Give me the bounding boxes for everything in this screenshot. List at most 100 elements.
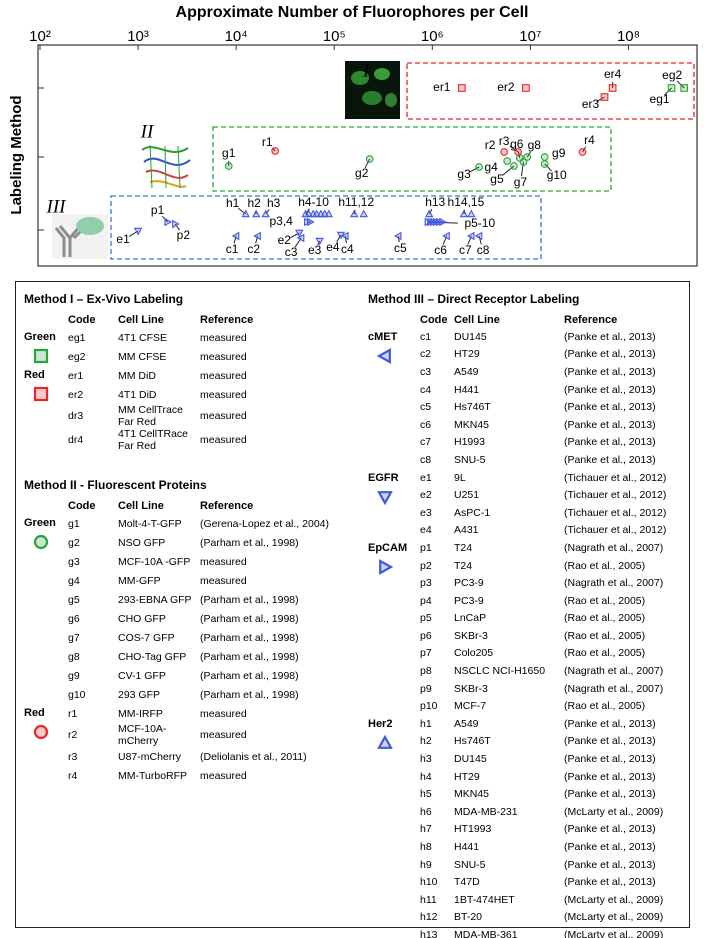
group-label: II xyxy=(140,121,155,142)
point xyxy=(231,231,240,241)
code-cell: g2 xyxy=(68,536,80,549)
point-label: c4 xyxy=(341,242,354,256)
code-cell: g5 xyxy=(68,593,80,606)
point xyxy=(424,209,434,218)
point xyxy=(307,217,315,227)
cell-image xyxy=(345,61,400,119)
table-row: Red er1 MM DiD measured xyxy=(24,366,253,402)
table-row: h2 Hs746T (Panke et al., 2013) xyxy=(368,733,666,751)
reference-cell: (Panke et al., 2013) xyxy=(564,383,656,396)
reference-cell: (Panke et al., 2013) xyxy=(564,717,656,730)
point-label: er2 xyxy=(497,80,515,94)
leader-line xyxy=(397,235,400,243)
table-row: EGFR e1 9L (Tichauer et al., 2012) xyxy=(368,469,666,506)
point xyxy=(457,84,466,92)
table-row: p9 SKBr-3 (Nagrath et al., 2007) xyxy=(368,680,666,698)
point xyxy=(475,163,483,171)
cell-line-cell: DU145 xyxy=(454,330,487,343)
x-tick-label: 10⁸ xyxy=(617,28,640,45)
code-cell: e3 xyxy=(420,506,432,519)
reference-cell: measured xyxy=(200,331,247,344)
reference-cell: (McLarty et al., 2009) xyxy=(564,805,664,818)
x-tick-label: 10⁴ xyxy=(225,28,248,45)
table-row: c5 Hs746T (Panke et al., 2013) xyxy=(368,398,666,416)
point-label: er1 xyxy=(433,80,451,94)
reference-cell: (Panke et al., 2013) xyxy=(564,418,656,431)
reference-cell: (Deliolanis et al., 2011) xyxy=(200,750,307,763)
leader-line xyxy=(502,165,515,176)
reference-cell: (Panke et al., 2013) xyxy=(564,823,656,836)
point xyxy=(608,84,617,92)
x-tick-label: 10⁶ xyxy=(421,28,444,45)
cell-line-cell: H441 xyxy=(454,841,480,854)
code-cell: eg2 xyxy=(68,350,86,363)
group-icon xyxy=(377,734,393,749)
code-cell: g6 xyxy=(68,612,80,625)
table-row: g4 MM-GFP measured xyxy=(24,571,329,590)
point-label: g8 xyxy=(528,138,542,152)
chart: Approximate Number of Fluorophores per C… xyxy=(8,4,698,267)
reference-cell: (Panke et al., 2013) xyxy=(564,788,656,801)
code-cell: r3 xyxy=(68,750,78,763)
table-row: h11 1BT-474HET (McLarty et al., 2009) xyxy=(368,891,666,909)
leader-line xyxy=(364,158,371,169)
cell-line-cell: MM-TurboRFP xyxy=(118,769,188,782)
table-row: h12 BT-20 (McLarty et al., 2009) xyxy=(368,909,666,927)
legend-right: Method III – Direct Receptor Labeling Cod… xyxy=(368,290,686,938)
table-row: EpCAM p1 T24 (Nagrath et al., 2007) xyxy=(368,539,666,575)
point-label: e2 xyxy=(278,233,292,247)
group-cell: Red xyxy=(24,366,68,452)
cell-line-cell: MM CellTrace Far Red xyxy=(118,404,183,428)
group-cell: Red xyxy=(24,704,68,785)
legend-left: Method I – Ex-Vivo Labeling Code Cell Line… xyxy=(24,290,364,785)
point xyxy=(540,153,549,161)
group-cell: EpCAM xyxy=(368,539,420,715)
reference-cell: measured xyxy=(200,410,247,422)
cell-line-cell: 293 GFP xyxy=(118,688,161,701)
point-label: r1 xyxy=(262,135,273,149)
reference-cell: (Rao et al., 2005) xyxy=(564,559,646,572)
cell-line-cell: SNU-5 xyxy=(454,453,486,466)
point-label: c1 xyxy=(226,242,239,256)
code-cell: p5 xyxy=(420,612,432,625)
table-row: p4 PC3-9 (Rao et al., 2005) xyxy=(368,592,666,610)
point xyxy=(251,209,261,218)
code-cell: h5 xyxy=(420,788,432,801)
code-cell: h2 xyxy=(420,735,432,748)
code-cell: e1 xyxy=(420,471,432,484)
point-label: p3,4 xyxy=(270,214,294,228)
table-row: h13 MDA-MB-361 (McLarty et al., 2009) xyxy=(368,926,666,938)
point-label: g2 xyxy=(355,166,369,180)
cell-line-cell: Hs746T xyxy=(454,735,491,748)
group-icon xyxy=(379,559,394,575)
point-label: p2 xyxy=(177,228,191,242)
cell-line-cell: PC3-9 xyxy=(454,594,484,607)
point xyxy=(500,148,508,156)
point-label: p1 xyxy=(151,203,165,217)
cell-line-cell: MKN45 xyxy=(454,418,490,431)
table-row: h7 HT1993 (Panke et al., 2013) xyxy=(368,821,666,839)
table-row: c4 H441 (Panke et al., 2013) xyxy=(368,381,666,399)
table-row: g10 293 GFP (Parham et al., 1998) xyxy=(24,685,329,704)
header-row: Code Cell Line Reference xyxy=(24,498,329,514)
legend-marker xyxy=(33,724,49,740)
point-label: r4 xyxy=(584,133,595,147)
point xyxy=(296,233,305,243)
cell-line-cell: CHO-Tag GFP xyxy=(118,650,187,663)
table-row: e2 U251 (Tichauer et al., 2012) xyxy=(368,486,666,504)
header-cell: Cell Line xyxy=(454,314,500,326)
leader-line xyxy=(478,235,482,245)
group-name: Red xyxy=(24,369,45,381)
reference-cell: (Tichauer et al., 2012) xyxy=(564,489,667,502)
group-name: cMET xyxy=(368,331,398,343)
method-title: Method II - Fluorescent Proteins xyxy=(24,478,207,492)
header-row: Code Cell Line Reference xyxy=(24,312,253,328)
code-cell: c7 xyxy=(420,436,432,449)
table-row: h8 H441 (Panke et al., 2013) xyxy=(368,838,666,856)
method-block: Method III – Direct Receptor Labeling Cod… xyxy=(368,292,686,938)
plot-frame xyxy=(37,44,698,267)
cell-line-cell: T24 xyxy=(454,541,473,554)
reference-cell: (Parham et al., 1998) xyxy=(200,593,299,606)
cell-line-cell: 4T1 DiD xyxy=(118,388,157,401)
